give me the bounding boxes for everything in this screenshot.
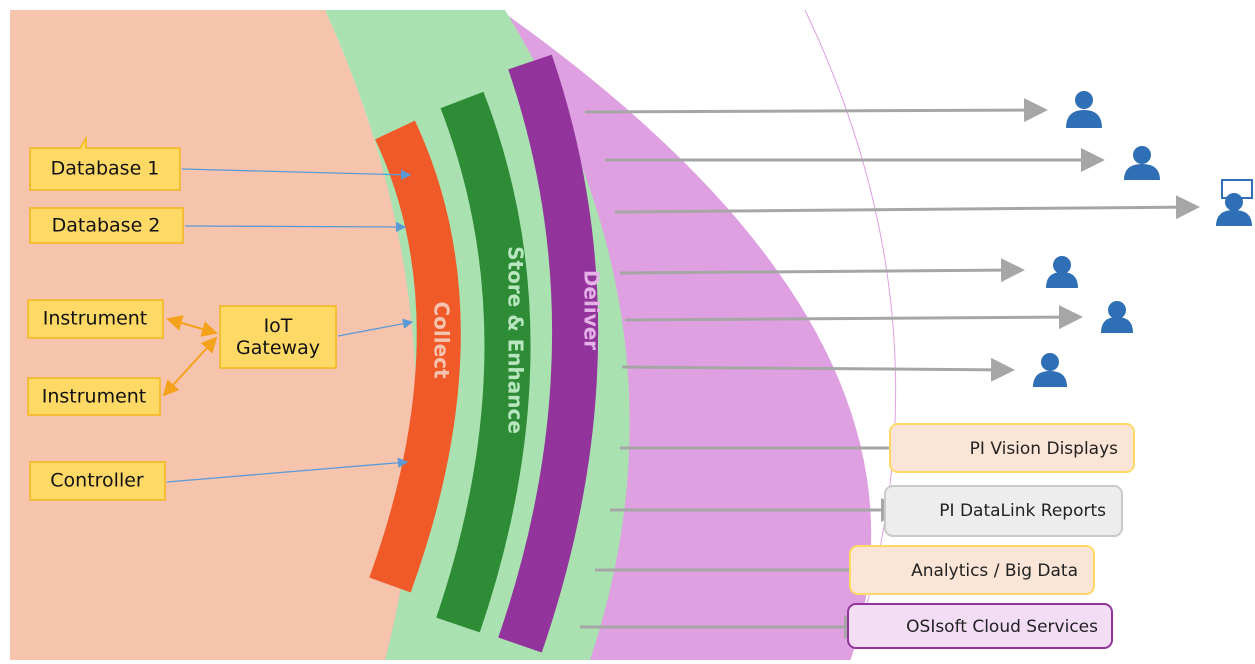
- output-label: OSIsoft Cloud Services: [906, 617, 1098, 637]
- user-icons: [1033, 91, 1252, 387]
- band-label: Store & Enhance: [504, 246, 528, 434]
- gateway-box: IoT Gateway: [220, 306, 336, 368]
- band-label: Collect: [430, 301, 454, 379]
- diagram: Collect Store & Enhance Deliver Database…: [0, 0, 1255, 660]
- source-label: Controller: [50, 470, 144, 492]
- output-label: PI Vision Displays: [970, 439, 1118, 459]
- source-label: Database 2: [52, 215, 161, 237]
- source-label: Database 1: [51, 158, 160, 180]
- source-label: Instrument: [42, 386, 147, 408]
- output-label: PI DataLink Reports: [939, 501, 1106, 521]
- band-label: Deliver: [580, 270, 604, 350]
- source-label: Instrument: [43, 308, 148, 330]
- output-label: Analytics / Big Data: [911, 561, 1078, 581]
- source-label: IoT Gateway: [220, 306, 336, 368]
